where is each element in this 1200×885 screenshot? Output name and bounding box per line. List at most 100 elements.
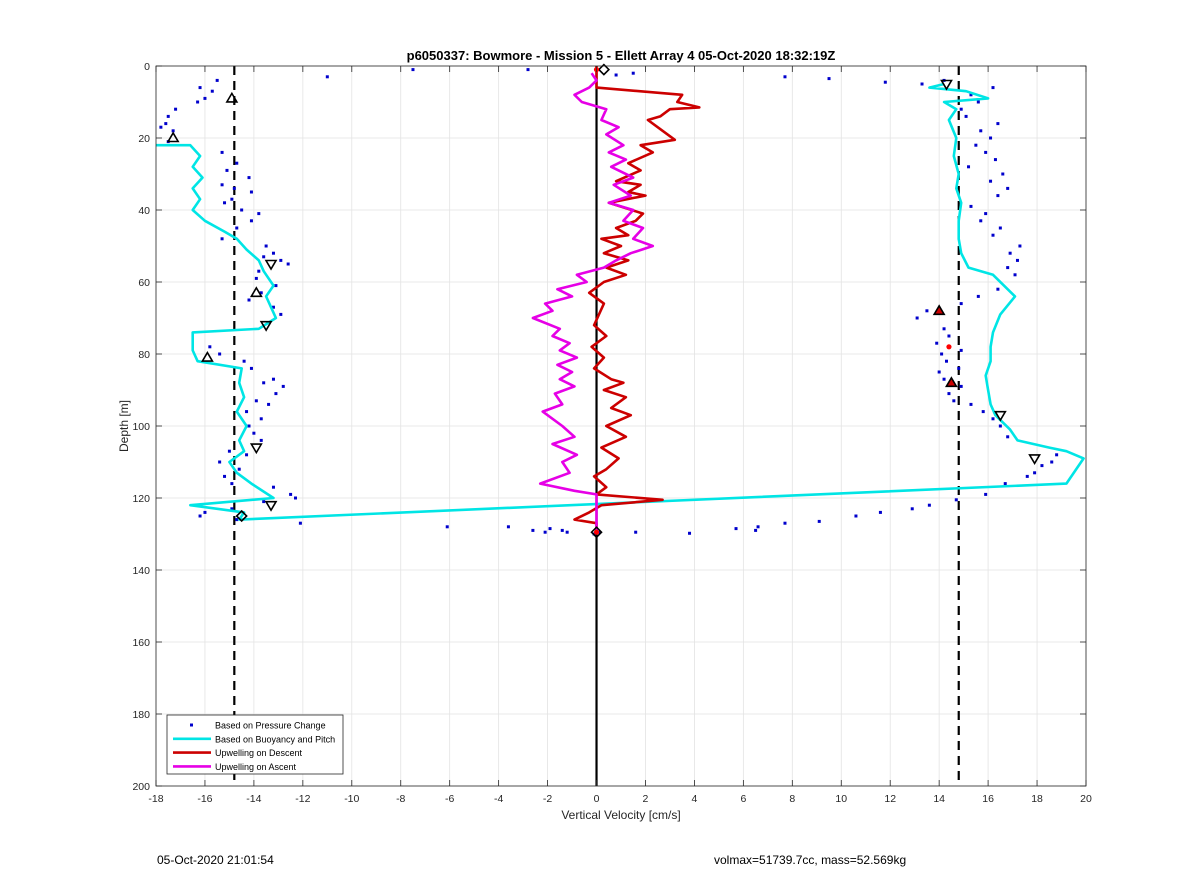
- pressure-point: [998, 424, 1002, 428]
- pressure-point: [240, 208, 244, 212]
- pressure-point: [878, 510, 882, 514]
- pressure-point: [614, 73, 618, 77]
- pressure-point: [910, 507, 914, 511]
- pressure-point: [1033, 471, 1037, 475]
- marker-diamond: [597, 63, 610, 76]
- pressure-point: [218, 352, 222, 356]
- legend-label: Upwelling on Descent: [215, 748, 303, 758]
- pressure-point: [1015, 258, 1019, 262]
- pressure-point: [935, 341, 939, 345]
- pressure-point: [235, 518, 239, 522]
- pressure-point: [223, 201, 227, 205]
- pressure-point: [688, 531, 692, 535]
- marker-triangle-up-filled: [944, 376, 958, 388]
- pressure-point: [947, 392, 951, 396]
- pressure-point: [267, 402, 271, 406]
- series-line-upwelling-on-ascent: [531, 72, 655, 534]
- pressure-point: [989, 136, 993, 140]
- y-tick-label: 60: [138, 277, 150, 289]
- pressure-point: [247, 424, 251, 428]
- series-line-upwelling-on-descent: [573, 66, 701, 534]
- x-tick-label: 4: [691, 793, 697, 805]
- y-axis-label: Depth [m]: [117, 400, 131, 452]
- x-tick-label: 14: [933, 793, 945, 805]
- pressure-point: [783, 75, 787, 79]
- pressure-point: [976, 100, 980, 104]
- pressure-point: [196, 100, 200, 104]
- pressure-point: [1040, 464, 1044, 468]
- pressure-point: [996, 194, 1000, 198]
- pressure-point: [271, 251, 275, 255]
- pressure-point: [989, 179, 993, 183]
- pressure-point: [1006, 186, 1010, 190]
- pressure-point: [817, 519, 821, 523]
- pressure-point: [215, 78, 219, 82]
- x-tick-label: -6: [445, 793, 454, 805]
- pressure-point: [298, 521, 302, 525]
- pressure-point: [218, 460, 222, 464]
- pressure-point: [210, 89, 214, 93]
- pressure-point: [235, 226, 239, 230]
- legend-label: Based on Pressure Change: [215, 721, 326, 731]
- series-pressure-change: [159, 68, 1059, 536]
- pressure-point: [230, 482, 234, 486]
- pressure-point: [254, 276, 258, 280]
- y-tick-label: 180: [132, 709, 150, 721]
- pressure-point: [257, 269, 261, 273]
- x-tick-label: 0: [594, 793, 600, 805]
- pressure-point: [247, 298, 251, 302]
- y-tick-label: 140: [132, 565, 150, 577]
- pressure-point: [259, 417, 263, 421]
- pressure-point: [969, 93, 973, 97]
- pressure-point: [325, 75, 329, 79]
- pressure-point: [1018, 244, 1022, 248]
- pressure-point: [634, 530, 638, 534]
- pressure-point: [927, 503, 931, 507]
- red-point: [593, 529, 600, 535]
- pressure-point: [940, 352, 944, 356]
- pressure-point: [271, 485, 275, 489]
- pressure-point: [996, 122, 1000, 126]
- pressure-point: [883, 80, 887, 84]
- x-tick-label: -4: [494, 793, 503, 805]
- pressure-point: [264, 244, 268, 248]
- pressure-point: [996, 287, 1000, 291]
- pressure-point: [959, 107, 963, 111]
- pressure-point: [1003, 482, 1007, 486]
- x-axis-label: Vertical Velocity [cm/s]: [561, 808, 680, 822]
- legend-label: Upwelling on Ascent: [215, 762, 297, 772]
- pressure-point: [984, 212, 988, 216]
- x-tick-label: -10: [344, 793, 359, 805]
- marker-triangle-down: [940, 79, 953, 91]
- red-point: [946, 344, 952, 350]
- pressure-point: [937, 370, 941, 374]
- pressure-point: [548, 527, 552, 531]
- marker-triangle-down: [993, 410, 1007, 422]
- marker-triangle-up: [225, 91, 239, 103]
- pressure-point: [631, 71, 635, 75]
- pressure-point: [220, 237, 224, 241]
- pressure-point: [174, 107, 178, 111]
- pressure-point: [171, 129, 175, 133]
- marker-diamond: [235, 509, 248, 523]
- pressure-point: [984, 150, 988, 154]
- pressure-point: [754, 528, 758, 532]
- pressure-point: [1006, 266, 1010, 270]
- pressure-point: [230, 507, 234, 511]
- pressure-point: [984, 492, 988, 496]
- marker-triangle-up-filled: [932, 304, 946, 316]
- pressure-point: [531, 528, 535, 532]
- x-tick-label: -18: [148, 793, 163, 805]
- pressure-point: [203, 510, 207, 514]
- pressure-point: [242, 359, 246, 363]
- pressure-point: [959, 348, 963, 352]
- pressure-point: [964, 114, 968, 118]
- pressure-point: [281, 384, 285, 388]
- pressure-point: [220, 150, 224, 154]
- pressure-point: [235, 161, 239, 165]
- marker-triangle-down: [259, 320, 273, 332]
- y-axis: 0 20 40 60 80 100 120 140 160 180 200: [132, 61, 1086, 793]
- pressure-point: [925, 309, 929, 313]
- y-tick-label: 80: [138, 349, 150, 361]
